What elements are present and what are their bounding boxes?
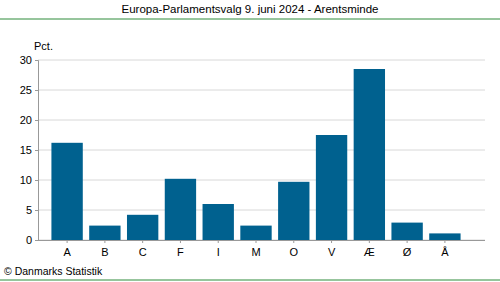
y-tick-mark bbox=[35, 210, 38, 211]
x-tick-label: M bbox=[251, 246, 260, 258]
y-tick: 15 bbox=[20, 144, 38, 156]
x-tick-label: V bbox=[328, 246, 336, 258]
x-tick-mark bbox=[256, 240, 257, 243]
y-tick-label: 30 bbox=[20, 54, 32, 66]
y-tick-mark bbox=[35, 90, 38, 91]
y-tick-label: 5 bbox=[26, 204, 32, 216]
chart: Europa-Parlamentsvalg 9. juni 2024 - Are… bbox=[0, 0, 500, 282]
x-tick: Å bbox=[441, 240, 449, 258]
title-rule bbox=[0, 19, 500, 20]
x-tick: I bbox=[217, 240, 220, 258]
source-note: © Danmarks Statistik bbox=[4, 265, 103, 277]
y-axis-line bbox=[35, 61, 39, 241]
y-tick: 25 bbox=[20, 84, 38, 96]
x-tick-mark bbox=[180, 240, 181, 243]
y-tick: 5 bbox=[26, 204, 38, 216]
x-tick-label: Ø bbox=[403, 246, 412, 258]
y-tick: 0 bbox=[26, 234, 38, 246]
bars bbox=[51, 69, 460, 240]
y-tick-mark bbox=[35, 240, 38, 241]
title: Europa-Parlamentsvalg 9. juni 2024 - Are… bbox=[122, 3, 379, 15]
bar bbox=[429, 233, 460, 240]
y-tick: 30 bbox=[20, 54, 38, 66]
x-tick-mark bbox=[104, 240, 105, 243]
grid-line bbox=[38, 180, 485, 181]
y-tick-label: 20 bbox=[20, 114, 32, 126]
bar bbox=[391, 223, 422, 240]
bar bbox=[240, 226, 271, 240]
x-tick: V bbox=[328, 240, 336, 258]
x-tick: F bbox=[177, 240, 184, 258]
x-tick-mark bbox=[331, 240, 332, 243]
x-tick-label: B bbox=[101, 246, 108, 258]
grid-line bbox=[38, 150, 485, 151]
grid-line bbox=[38, 120, 485, 121]
x-axis: ABCFIMOVÆØÅ bbox=[38, 240, 485, 258]
x-tick-mark bbox=[142, 240, 143, 243]
annotations: © Danmarks Statistik bbox=[4, 265, 103, 277]
bar bbox=[165, 179, 196, 240]
grid-line bbox=[38, 90, 485, 91]
grid-line bbox=[38, 210, 485, 211]
bar bbox=[51, 143, 82, 240]
footer-rule bbox=[0, 280, 500, 281]
grid-line bbox=[38, 60, 485, 61]
y-tick-mark bbox=[35, 60, 38, 61]
y-tick-label: 0 bbox=[26, 234, 32, 246]
x-tick: M bbox=[251, 240, 260, 258]
x-tick-label: O bbox=[289, 246, 298, 258]
x-tick: C bbox=[139, 240, 147, 258]
bar bbox=[354, 69, 385, 240]
x-tick-mark bbox=[218, 240, 219, 243]
bar bbox=[89, 226, 120, 240]
x-tick-label: Å bbox=[441, 246, 449, 258]
bar bbox=[203, 204, 234, 240]
x-tick: O bbox=[289, 240, 298, 258]
y-axis-title: Pct. bbox=[34, 40, 53, 52]
x-tick-label: F bbox=[177, 246, 184, 258]
y-tick-label: 25 bbox=[20, 84, 32, 96]
x-tick-label: I bbox=[217, 246, 220, 258]
y-tick: 10 bbox=[20, 174, 38, 186]
y-tick-mark bbox=[35, 120, 38, 121]
bar bbox=[278, 182, 309, 240]
y-tick-label: 10 bbox=[20, 174, 32, 186]
y-tick: 20 bbox=[20, 114, 38, 126]
x-tick-mark bbox=[407, 240, 408, 243]
x-tick: B bbox=[101, 240, 108, 258]
x-tick-mark bbox=[67, 240, 68, 243]
x-tick: Æ bbox=[364, 240, 375, 258]
x-tick-mark bbox=[293, 240, 294, 243]
x-tick-mark bbox=[369, 240, 370, 243]
y-tick-mark bbox=[35, 150, 38, 151]
x-tick: A bbox=[63, 240, 71, 258]
x-tick-mark bbox=[444, 240, 445, 243]
x-tick-label: A bbox=[63, 246, 71, 258]
y-tick-mark bbox=[35, 180, 38, 181]
x-tick-label: Æ bbox=[364, 246, 375, 258]
bar bbox=[127, 215, 158, 240]
x-tick-label: C bbox=[139, 246, 147, 258]
bar bbox=[316, 135, 347, 240]
y-tick-label: 15 bbox=[20, 144, 32, 156]
y-axis: 0 5 10 15 20 25 30 bbox=[20, 54, 39, 246]
x-tick: Ø bbox=[403, 240, 412, 258]
grid bbox=[38, 60, 485, 240]
